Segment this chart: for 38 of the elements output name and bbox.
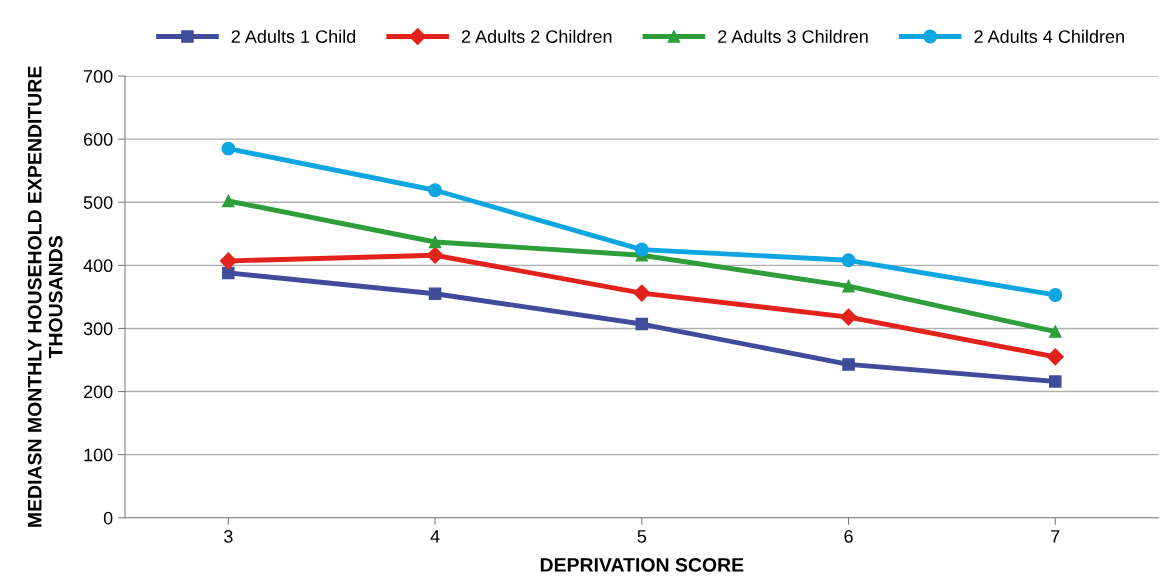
legend-label: 2 Adults 2 Children: [461, 29, 612, 43]
legend-label: 2 Adults 1 Child: [231, 29, 356, 43]
x-tick-label: 3: [224, 530, 233, 543]
x-tick-label: 5: [637, 530, 647, 543]
point: [219, 252, 237, 270]
point: [221, 141, 236, 156]
x-axis-title: DEPRIVATION SCORE: [540, 557, 744, 572]
point: [635, 317, 649, 331]
point: [426, 246, 444, 264]
point: [428, 183, 443, 198]
legend-label: 2 Adults 3 Children: [718, 29, 868, 43]
point: [841, 253, 856, 268]
y-tick-label: 300: [83, 322, 113, 336]
y-tick-label: 100: [84, 448, 113, 462]
y-tick-label: 200: [83, 385, 113, 399]
y-tick-label: 0: [103, 511, 113, 525]
point: [1046, 348, 1064, 366]
point: [222, 266, 235, 280]
x-tick-label: 6: [844, 530, 853, 543]
point: [633, 284, 651, 302]
x-tick-label: 7: [1051, 530, 1060, 543]
point: [1049, 375, 1062, 388]
point: [1049, 325, 1062, 338]
point: [1048, 288, 1063, 302]
point: [634, 242, 649, 257]
point: [428, 287, 442, 300]
y-tick-label: 700: [83, 69, 113, 83]
point: [222, 194, 235, 208]
legend-label: 2 Adults 4 Children: [974, 29, 1124, 43]
y-tick-label: 400: [83, 259, 113, 273]
point: [428, 235, 442, 249]
point: [842, 279, 855, 293]
point: [839, 308, 858, 326]
y-tick-label: 500: [83, 196, 113, 209]
point: [842, 358, 855, 371]
y-axis-title: MEDIASN MONTHLY HOUSEHOLD EXPENDITURE THOUSANDS: [27, 66, 63, 527]
x-tick-label: 4: [430, 530, 440, 543]
y-tick-label: 600: [83, 133, 113, 146]
